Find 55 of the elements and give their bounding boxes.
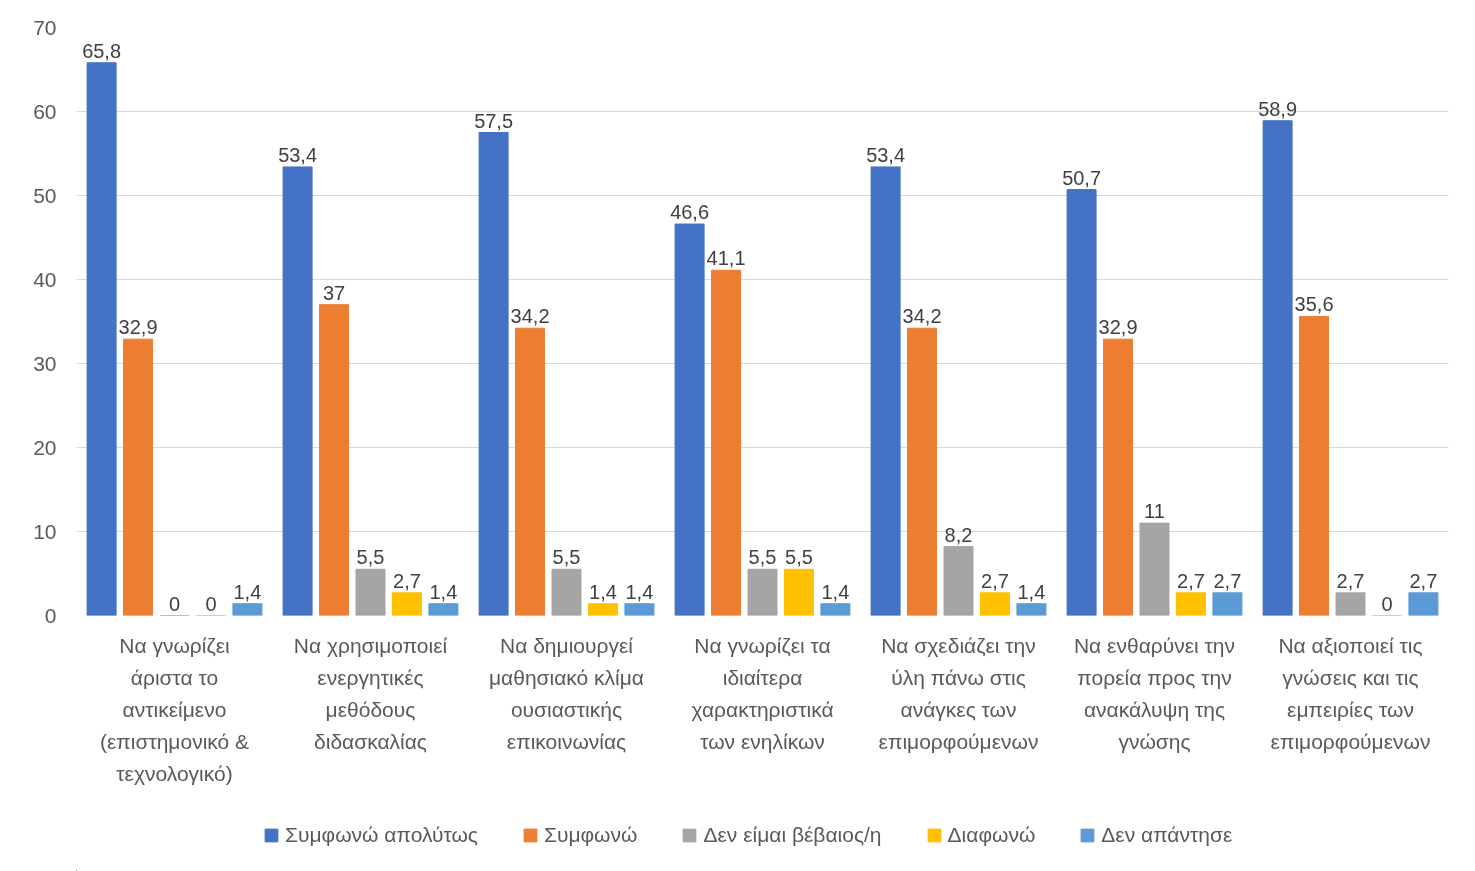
data-label: 0 [1381,592,1393,615]
data-label: 1,4 [625,580,654,603]
data-label: 35,6 [1294,293,1334,316]
data-label: 41,1 [706,247,746,270]
x-tick-label: Να δημιουργεί μαθησιακό κλίμα ουσιαστικής επικοινωνίας [488,633,645,754]
data-label: 0 [205,592,217,615]
data-label: 32,9 [1098,316,1138,339]
legend-label: Διαφωνώ [947,823,1036,847]
data-label: 50,7 [1062,166,1102,189]
data-label: 53,4 [278,143,318,166]
data-label: 2,7 [1336,569,1365,592]
data-label: 34,2 [902,305,942,328]
data-label: 2,7 [1213,569,1242,592]
data-label: 11 [1144,500,1165,523]
data-label: 32,9 [118,316,158,339]
y-tick-label: 70 [33,15,57,39]
x-tick-label: Να ενθαρύνει την πορεία προς την ανακάλυψη της γνώσης [1073,633,1236,754]
data-label: 57,5 [474,109,514,132]
data-label: 0 [168,592,181,615]
y-tick-label: 30 [33,351,57,375]
data-label: 2,7 [981,569,1009,592]
y-tick-label: 0 [44,603,57,627]
x-tick-label: Να αξιοποιεί τις γνώσεις και τις εμπειρίες των επιμορφούμενων [1270,633,1431,754]
data-label: 2,7 [1409,569,1438,592]
data-label: 5,5 [552,546,581,569]
y-tick-label: 10 [33,519,57,543]
x-tick-label: Να γνωρίζει τα ιδιαίτερα χαρακτηριστικά των ενηλίκων [691,633,834,754]
data-label: 1,4 [233,580,262,603]
data-label: 5,5 [356,546,385,569]
data-label: 1,4 [821,580,850,603]
y-tick-label: 60 [33,99,57,123]
x-tick-label: Να γνωρίζει άριστα το αντικείμενο (επιστημονικό & τεχνολογικό) [99,633,250,786]
data-label: 34,2 [510,305,550,328]
data-label: 1,4 [589,580,617,603]
data-label: 46,6 [670,201,710,224]
legend-label: Συμφωνώ απολύτως [285,823,478,847]
y-tick-label: 40 [33,267,57,291]
data-label: 1,4 [429,580,458,603]
y-tick-label: 50 [33,183,57,207]
data-label: 58,9 [1258,97,1298,120]
y-tick-label: 20 [33,435,57,459]
legend-label: Δεν είμαι βέβαιος/η [703,823,882,847]
data-label: 5,5 [748,546,777,569]
data-label: 65,8 [82,39,122,62]
data-label: 2,7 [1177,569,1205,592]
legend-label: Δεν απάντησε [1101,823,1233,847]
data-label: 8,2 [944,523,973,546]
data-label: 2,7 [393,569,421,592]
data-label: 1,4 [1017,580,1046,603]
data-label: 37 [322,281,346,304]
x-tick-label: Να σχεδιάζει την ύλη πάνω στις ανάγκες των επιμορφούμενων [878,633,1039,754]
x-tick-label: Να χρησιμοποιεί ενεργητικές μεθόδους διδασκαλίας [293,633,448,754]
legend-label: Συμφωνώ [543,823,638,847]
data-label: 5,5 [785,546,813,569]
data-label: 53,4 [866,143,906,166]
